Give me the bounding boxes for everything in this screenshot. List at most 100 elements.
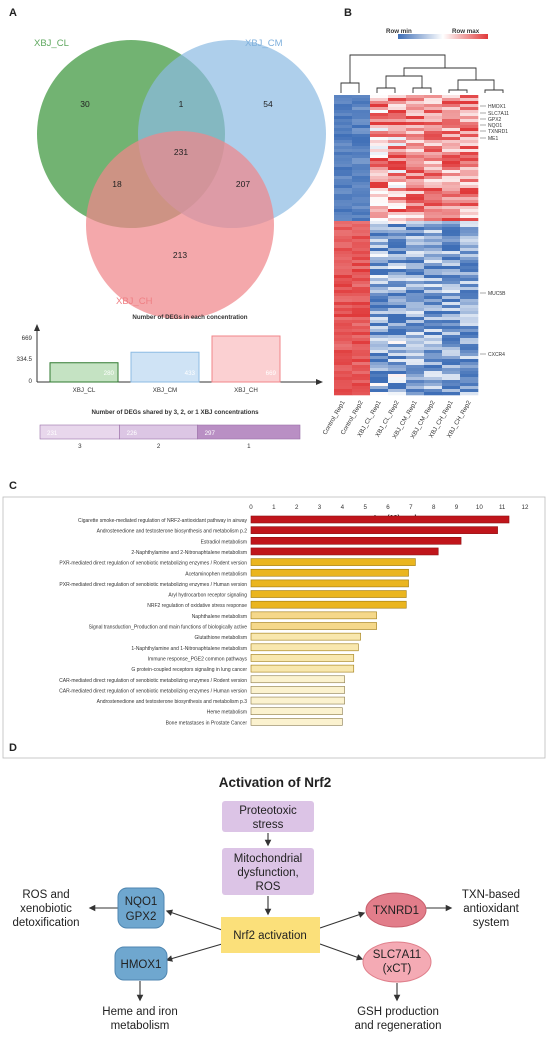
node-hmox1-label: HMOX1 — [121, 959, 162, 971]
node-slc-line2: (xCT) — [383, 963, 412, 975]
heatmap-cell — [388, 185, 407, 189]
heatmap-cell — [442, 209, 461, 213]
pathway-xtick-2: 2 — [295, 504, 299, 511]
heatmap-cell — [460, 137, 479, 141]
node-nqo1-box — [117, 887, 165, 929]
heatmap-cell — [388, 224, 407, 228]
gene-label-2: GPX2 — [488, 117, 502, 123]
heatmap-cell — [424, 329, 443, 333]
heatmap-cell — [460, 248, 479, 252]
heatmap-cell — [370, 146, 389, 150]
heatmap-cell — [406, 236, 425, 240]
heatmap-cell — [460, 290, 479, 294]
heatmap-cell — [388, 158, 407, 162]
heatmap-cell — [334, 104, 353, 108]
node-slc: SLC7A11 (xCT) — [362, 941, 432, 983]
heatmap-cell — [370, 206, 389, 210]
heatmap-cell — [406, 305, 425, 309]
heatmap-cell — [442, 182, 461, 186]
heatmap-cell — [388, 293, 407, 297]
heatmap-cell — [352, 119, 371, 123]
heatmap-cell — [334, 164, 353, 168]
heatmap-cell — [352, 374, 371, 378]
heatmap-cell — [388, 302, 407, 306]
heatmap-cell — [388, 299, 407, 303]
heatmap-cell — [370, 197, 389, 201]
heatmap-cell — [424, 128, 443, 132]
heatmap-cell — [352, 191, 371, 195]
heatmap-cell — [406, 251, 425, 255]
heatmap-cell — [334, 386, 353, 390]
heatmap-cell — [370, 377, 389, 381]
heatmap-cell — [388, 368, 407, 372]
heatmap-cell — [370, 305, 389, 309]
heatmap-cell — [370, 353, 389, 357]
heatmap-cell — [460, 188, 479, 192]
pathway-xtick-10: 10 — [476, 504, 483, 511]
heatmap-cell — [442, 305, 461, 309]
heatmap-cell — [460, 383, 479, 387]
heatmap-cell — [334, 134, 353, 138]
heatmap-cell — [424, 290, 443, 294]
pathway-xtick-6: 6 — [386, 504, 390, 511]
pathway-label-14: G protein-coupled receptors signaling in… — [131, 667, 247, 673]
heatmap-cell — [442, 188, 461, 192]
heatmap-cell — [352, 269, 371, 273]
heatmap-cell — [388, 389, 407, 393]
heatmap-cell — [406, 344, 425, 348]
heatmap-cell — [352, 128, 371, 132]
pathway-bar-16 — [250, 686, 345, 694]
heatmap-cell — [460, 302, 479, 306]
heatmap-cell — [424, 98, 443, 102]
heatmap-cell — [442, 287, 461, 291]
heatmap-cell — [334, 206, 353, 210]
heatmap-cell — [442, 158, 461, 162]
node-nqo1: NQO1 GPX2 — [117, 887, 165, 929]
heatmap-cell — [442, 329, 461, 333]
heatmap-cell — [460, 341, 479, 345]
heatmap-cell — [388, 311, 407, 315]
outcome-gsh-line2: and regeneration — [355, 1020, 442, 1032]
node-proteotoxic-line2: stress — [253, 819, 284, 831]
venn-count-cl-ch: 18 — [112, 179, 122, 189]
heatmap-cell — [442, 389, 461, 393]
outcome-txn: TXN-based antioxidant system — [462, 889, 520, 929]
heatmap-cell — [352, 383, 371, 387]
heatmap-cell — [460, 143, 479, 147]
count-chart-ytick-zero: 0 — [29, 378, 33, 385]
heatmap-cell — [370, 218, 389, 222]
heatmap-cell — [424, 317, 443, 321]
heatmap-cell — [424, 140, 443, 144]
heatmap-cell — [352, 236, 371, 240]
nrf2-arrows — [88, 833, 453, 1002]
heatmap-cell — [370, 122, 389, 126]
heatmap-cell — [406, 314, 425, 318]
heatmap-cell — [352, 299, 371, 303]
pathway-xtick-9: 9 — [455, 504, 459, 511]
heatmap-cell — [388, 113, 407, 117]
count-bar-0 — [49, 362, 119, 383]
heatmap-cell — [460, 299, 479, 303]
heatmap-cell — [352, 293, 371, 297]
node-nqo1-line1: NQO1 — [125, 896, 158, 908]
heatmap-cell — [352, 275, 371, 279]
heatmap-cell — [334, 218, 353, 222]
heatmap-cell — [388, 170, 407, 174]
heatmap-cell — [388, 194, 407, 198]
heatmap-cell — [388, 131, 407, 135]
heatmap-cell — [352, 110, 371, 114]
heatmap-cell — [352, 116, 371, 120]
heatmap-cell — [406, 278, 425, 282]
heatmap-cell — [352, 209, 371, 213]
heatmap-cell — [424, 278, 443, 282]
node-nrf2: Nrf2 activation — [221, 917, 320, 953]
heatmap-cell — [460, 323, 479, 327]
heatmap-cell — [460, 272, 479, 276]
heatmap-cell — [388, 356, 407, 360]
heatmap-cell — [442, 95, 461, 99]
heatmap-cell — [388, 149, 407, 153]
heatmap-cell — [460, 203, 479, 207]
heatmap-grid — [334, 95, 479, 396]
pathway-xtick-5: 5 — [363, 504, 367, 511]
heatmap-cell — [352, 137, 371, 141]
